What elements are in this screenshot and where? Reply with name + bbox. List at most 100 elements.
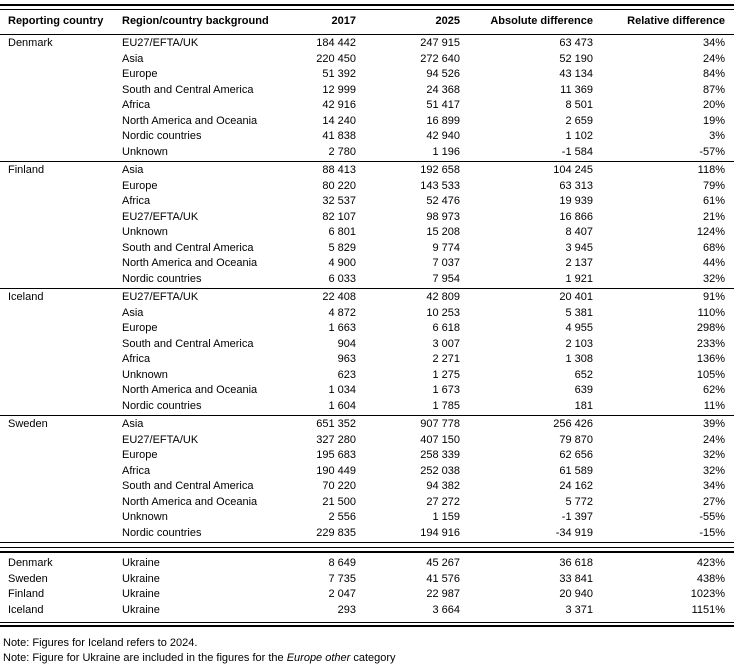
- absolute-difference-cell: 8 501: [565, 99, 593, 111]
- absolute-difference-cell: -1 397: [561, 511, 593, 523]
- region-background-cell: Asia: [122, 164, 144, 176]
- region-background-cell: Europe: [122, 449, 158, 461]
- reporting-country-cell: Denmark: [8, 557, 53, 569]
- region-background-cell: South and Central America: [122, 241, 254, 254]
- value-2017-cell: 51 392: [322, 68, 356, 80]
- table-row: Finland Asia 88 413 192 658 104 245 118%: [0, 163, 734, 179]
- absolute-difference-cell: 3 371: [565, 603, 593, 616]
- value-2025-cell: 22 987: [426, 588, 460, 600]
- absolute-difference-cell: 19 939: [559, 195, 593, 207]
- relative-difference-cell: 298%: [696, 322, 725, 334]
- header-bottom-rule: [0, 34, 734, 35]
- value-2025-cell: 45 267: [426, 557, 460, 569]
- table-row: North America and Oceania 21 500 27 272 5 7…: [0, 495, 734, 511]
- value-2025-cell: 3 664: [432, 603, 460, 616]
- absolute-difference-cell: 652: [574, 368, 593, 381]
- absolute-difference-cell: 16 866: [559, 210, 593, 223]
- value-2025-cell: 258 339: [420, 449, 460, 461]
- value-2017-cell: 42 916: [322, 99, 356, 111]
- relative-difference-cell: 68%: [702, 241, 725, 254]
- region-background-cell: Unknown: [122, 226, 168, 238]
- table-row: North America and Oceania 14 240 16 899 2 6…: [0, 114, 734, 130]
- table-row: Nordic countries 6 033 7 954 1 921 32%: [0, 272, 734, 288]
- value-2025-cell: 94 526: [426, 68, 460, 80]
- table-header-row: Reporting country Region/country backgro…: [0, 10, 734, 34]
- table-row: Europe 195 683 258 339 62 656 32%: [0, 448, 734, 464]
- value-2017-cell: 184 442: [316, 37, 356, 49]
- value-2025-cell: 52 476: [426, 195, 460, 207]
- value-2025-cell: 7 954: [432, 272, 460, 285]
- absolute-difference-cell: 1 308: [565, 353, 593, 365]
- region-background-cell: South and Central America: [122, 480, 254, 492]
- value-2017-cell: 4 900: [328, 257, 356, 269]
- value-2017-cell: 32 537: [322, 195, 356, 207]
- reporting-country-cell: Finland: [8, 588, 45, 600]
- value-2025-cell: 42 940: [426, 130, 460, 142]
- absolute-difference-cell: 4 955: [565, 322, 593, 334]
- relative-difference-cell: -15%: [699, 526, 725, 539]
- table-row: Iceland Ukraine 293 3 664 3 371 1151%: [0, 603, 734, 619]
- footnote-ukraine: Note: Figure for Ukraine are included in…: [3, 651, 734, 666]
- value-2025-cell: 98 973: [426, 210, 460, 223]
- footnotes: Note: Figures for Iceland refers to 2024…: [0, 636, 734, 666]
- absolute-difference-cell: 104 245: [553, 164, 593, 176]
- value-2017-cell: 220 450: [316, 52, 356, 65]
- relative-difference-cell: 136%: [696, 353, 725, 365]
- value-2017-cell: 963: [337, 353, 356, 365]
- value-2017-cell: 1 604: [328, 399, 356, 412]
- absolute-difference-cell: 2 103: [565, 337, 593, 350]
- value-2017-cell: 904: [337, 337, 356, 350]
- table-row: South and Central America 5 829 9 774 3 945…: [0, 241, 734, 257]
- absolute-difference-cell: 1 921: [565, 272, 593, 285]
- relative-difference-cell: 19%: [702, 114, 725, 127]
- value-2017-cell: 21 500: [322, 495, 356, 508]
- region-background-cell: Africa: [122, 464, 151, 477]
- relative-difference-cell: 233%: [696, 337, 725, 350]
- value-2017-cell: 2 556: [328, 511, 356, 523]
- value-2017-cell: 41 838: [322, 130, 356, 142]
- absolute-difference-cell: 24 162: [559, 480, 593, 492]
- value-2017-cell: 651 352: [316, 418, 356, 430]
- relative-difference-cell: 21%: [702, 210, 725, 223]
- region-background-cell: EU27/EFTA/UK: [122, 291, 199, 303]
- footnote-iceland: Note: Figures for Iceland refers to 2024…: [3, 637, 198, 649]
- region-background-cell: Africa: [122, 353, 151, 365]
- reporting-country-cell: Sweden: [8, 418, 48, 430]
- ukraine-separator-upper-rule: [0, 547, 734, 548]
- region-background-cell: Ukraine: [122, 603, 160, 616]
- value-2017-cell: 2 780: [328, 145, 356, 158]
- value-2025-cell: 24 368: [426, 83, 460, 96]
- value-2025-cell: 42 809: [426, 291, 460, 303]
- value-2025-cell: 27 272: [426, 495, 460, 508]
- relative-difference-cell: 87%: [702, 83, 725, 96]
- region-background-cell: Unknown: [122, 511, 168, 523]
- relative-difference-cell: 118%: [697, 164, 725, 176]
- region-background-cell: Ukraine: [122, 557, 160, 569]
- table-row: North America and Oceania 1 034 1 673 639 62…: [0, 383, 734, 399]
- column-header-absolute-difference: Absolute difference: [490, 15, 593, 28]
- relative-difference-cell: 438%: [696, 572, 725, 585]
- relative-difference-cell: 62%: [702, 384, 725, 396]
- absolute-difference-cell: 11 369: [560, 83, 593, 96]
- region-background-cell: North America and Oceania: [122, 257, 258, 269]
- table-row: Iceland EU27/EFTA/UK 22 408 42 809 20 401 91%: [0, 290, 734, 306]
- ukraine-section: Denmark Ukraine 8 649 45 267 36 618 423% Swede…: [0, 553, 734, 622]
- region-background-cell: Nordic countries: [122, 272, 202, 285]
- value-2017-cell: 1 034: [328, 384, 356, 396]
- value-2025-cell: 1 196: [432, 145, 460, 158]
- table-body: Denmark EU27/EFTA/UK 184 442 247 915 63 473 3…: [0, 35, 734, 543]
- relative-difference-cell: 11%: [703, 399, 725, 412]
- value-2025-cell: 1 785: [432, 399, 460, 412]
- reporting-country-cell: Finland: [8, 164, 45, 176]
- value-2017-cell: 82 107: [322, 210, 356, 223]
- value-2025-cell: 9 774: [432, 241, 460, 254]
- region-background-cell: South and Central America: [122, 83, 254, 96]
- value-2025-cell: 51 417: [426, 99, 460, 111]
- relative-difference-cell: 105%: [696, 368, 725, 381]
- relative-difference-cell: 91%: [702, 291, 725, 303]
- table-row: Denmark EU27/EFTA/UK 184 442 247 915 63 473 3…: [0, 36, 734, 52]
- absolute-difference-cell: 20 940: [559, 588, 593, 600]
- region-background-cell: Asia: [122, 52, 144, 65]
- table-row: Europe 1 663 6 618 4 955 298%: [0, 321, 734, 337]
- absolute-difference-cell: 2 659: [565, 114, 593, 127]
